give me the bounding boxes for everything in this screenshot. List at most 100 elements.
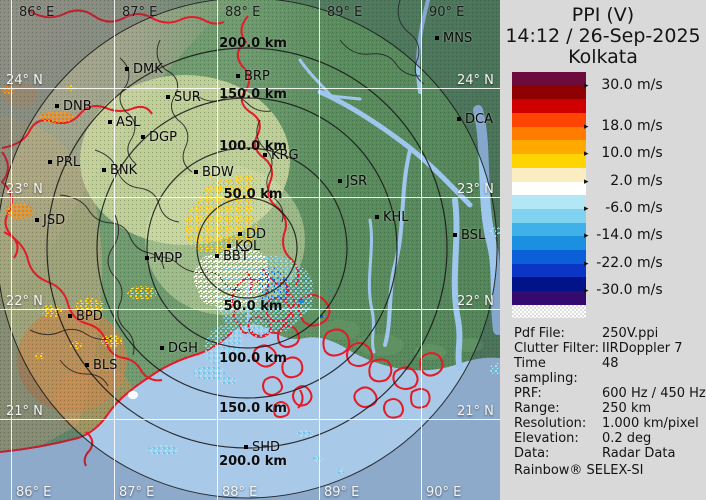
tick-value: -22.0 xyxy=(596,254,633,271)
map-graphics xyxy=(0,0,500,500)
station-code: ASL xyxy=(116,115,141,130)
station-dot xyxy=(227,244,231,248)
station-dot xyxy=(453,233,457,237)
tick-unit: m/s xyxy=(632,254,663,271)
longitude-label-top: 86° E xyxy=(19,5,55,20)
station-dot xyxy=(166,95,170,99)
station-code: DD xyxy=(246,227,267,242)
legend-color-band xyxy=(512,113,586,127)
station-dot xyxy=(238,232,242,236)
station-marker: ASL xyxy=(108,115,140,130)
station-dot xyxy=(108,120,112,124)
software-credit: Rainbow® SELEX-SI xyxy=(514,463,644,478)
info-panel: PPI (V) 14:12 / 26-Sep-2025 Kolkata ▸ 30.… xyxy=(500,0,706,500)
tick-value: 10.0 xyxy=(601,145,633,162)
station-marker: BNK xyxy=(102,163,137,178)
tick-unit: m/s xyxy=(632,117,663,134)
station-marker: KOL xyxy=(227,239,260,254)
latitude-label-left: 21° N xyxy=(6,404,43,419)
station-dot xyxy=(435,36,439,40)
longitude-line xyxy=(11,0,12,500)
metadata-value: 250 km xyxy=(602,401,652,416)
latitude-line xyxy=(0,309,500,310)
station-marker: DMK xyxy=(125,62,163,77)
longitude-label-top: 89° E xyxy=(327,5,363,20)
longitude-label-top: 87° E xyxy=(122,5,158,20)
metadata-label: Elevation: xyxy=(514,431,579,446)
legend-color-band xyxy=(512,277,586,291)
station-code: MNS xyxy=(443,31,473,46)
district-borders xyxy=(29,0,425,387)
latitude-label-right: 23° N xyxy=(457,182,494,197)
station-code: BNK xyxy=(110,163,138,178)
range-rings xyxy=(0,0,498,499)
station-marker: DD xyxy=(238,227,266,242)
station-code: JSD xyxy=(43,213,66,228)
metadata-value: 600 Hz / 450 Hz xyxy=(602,386,706,401)
station-code: MDP xyxy=(153,251,183,266)
legend-color-band xyxy=(512,236,586,250)
station-code: SUR xyxy=(174,90,201,105)
metadata-label: Resolution: xyxy=(514,416,587,431)
metadata-label: Range: xyxy=(514,401,560,416)
station-code: BLS xyxy=(93,358,118,373)
station-code: BRP xyxy=(244,69,270,84)
longitude-label-bottom: 88° E xyxy=(222,485,258,500)
longitude-label-top: 90° E xyxy=(429,5,465,20)
station-code: KRG xyxy=(271,148,299,163)
station-dot xyxy=(145,256,149,260)
station-code: DNB xyxy=(63,99,92,114)
legend-color-band xyxy=(512,140,586,155)
station-marker: DCA xyxy=(457,112,493,127)
station-code: KOL xyxy=(235,239,261,254)
tick-arrow-icon: ▸ xyxy=(584,149,589,160)
range-ring-label: 50.0 km xyxy=(223,187,283,202)
station-dot xyxy=(338,179,342,183)
tick-unit: m/s xyxy=(632,200,663,216)
velocity-color-bar xyxy=(512,72,586,318)
station-code: JSR xyxy=(346,174,368,189)
metadata-row: Data: Radar Data xyxy=(514,446,706,461)
station-dot xyxy=(375,215,379,219)
tick-value: 2.0 xyxy=(610,172,633,189)
range-ring-label: 100.0 km xyxy=(219,351,287,366)
tick-value: 18.0 xyxy=(601,117,633,134)
station-dot xyxy=(263,153,267,157)
metadata-value: 48 xyxy=(602,356,619,371)
station-dot xyxy=(215,254,219,258)
station-dot xyxy=(236,74,240,78)
scan-datetime: 14:12 / 26-Sep-2025 xyxy=(505,25,701,47)
metadata-label: Clutter Filter: xyxy=(514,341,599,356)
legend-color-band xyxy=(512,208,586,223)
legend-tick-label: ▸ 2.0 m/s xyxy=(584,173,663,189)
tick-unit: m/s xyxy=(632,227,663,244)
station-marker: PRL xyxy=(48,155,80,170)
tick-value: -14.0 xyxy=(596,227,633,244)
latitude-label-left: 24° N xyxy=(6,73,43,88)
metadata-row: Elevation: 0.2 deg xyxy=(514,431,706,446)
metadata-value: 0.2 deg xyxy=(602,431,652,446)
tick-unit: m/s xyxy=(632,282,663,299)
latitude-label-left: 23° N xyxy=(6,182,43,197)
station-code: KHL xyxy=(383,210,409,225)
tick-value: 30.0 xyxy=(601,76,633,93)
legend-tick-label: ▸ -30.0 m/s xyxy=(584,282,663,298)
station-marker: BPD xyxy=(68,309,103,324)
latitude-label-left: 22° N xyxy=(6,294,43,309)
legend-tick-label: ▸ -14.0 m/s xyxy=(584,227,663,243)
station-code: BBT xyxy=(223,249,249,264)
station-code: DGH xyxy=(168,341,198,356)
station-marker: DNB xyxy=(55,99,92,114)
station-dot xyxy=(244,445,248,449)
station-marker: KHL xyxy=(375,210,409,225)
station-dot xyxy=(48,160,52,164)
legend-tick-label: ▸ -6.0 m/s xyxy=(584,200,663,216)
station-marker: DGH xyxy=(160,341,198,356)
metadata-row: Time sampling: 48 xyxy=(514,356,706,386)
station-dot xyxy=(194,170,198,174)
station-marker: MDP xyxy=(145,251,182,266)
metadata-value: Radar Data xyxy=(602,446,676,461)
metadata-row: PRF: 600 Hz / 450 Hz xyxy=(514,386,706,401)
range-ring-label: 200.0 km xyxy=(219,36,287,51)
